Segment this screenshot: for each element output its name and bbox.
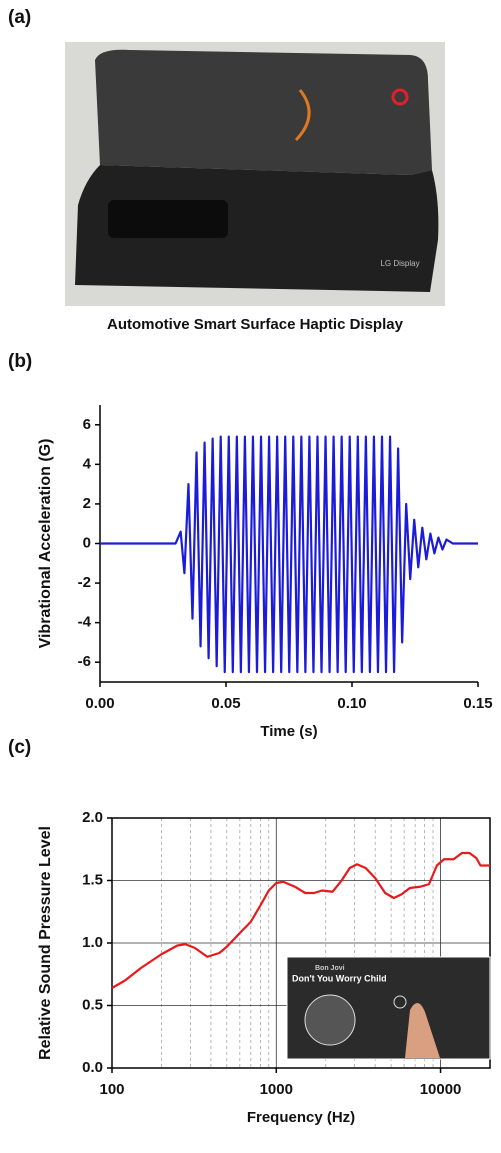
y-tick-label: -6 <box>78 653 91 670</box>
data-line <box>100 435 478 674</box>
y-tick-label: 4 <box>83 455 92 472</box>
data-line <box>111 851 490 989</box>
x-tick-label: 0.10 <box>337 695 366 712</box>
y-tick-label: 1.0 <box>82 934 103 951</box>
plot-frame <box>111 817 491 1069</box>
panel-label: (a) <box>8 7 31 28</box>
x-tick-label: 0.05 <box>211 695 240 712</box>
y-axis-title: Vibrational Acceleration (G) <box>37 439 54 649</box>
y-tick-label: 1.5 <box>82 871 103 888</box>
y-tick-label: -2 <box>78 574 91 591</box>
panel-label: (c) <box>8 737 31 758</box>
disc <box>304 994 356 1046</box>
y-tick-label: 0.5 <box>82 996 103 1013</box>
photo-logo: LG Display <box>380 259 419 268</box>
y-axis-title: Relative Sound Pressure Level <box>37 826 54 1060</box>
y-tick-label: 0 <box>83 534 91 551</box>
panel-label: (b) <box>8 351 32 372</box>
gauge <box>294 89 311 142</box>
x-tick-label: 10000 <box>420 1081 462 1098</box>
y-tick-label: 6 <box>83 416 91 433</box>
inset-song: Don't You Worry Child <box>292 973 387 983</box>
x-tick-label: 1000 <box>260 1081 293 1098</box>
icon <box>391 88 409 106</box>
y-tick-label: -4 <box>78 614 92 631</box>
tray <box>108 200 228 238</box>
icon <box>393 995 407 1009</box>
x-tick-label: 0.00 <box>85 695 114 712</box>
x-axis-title: Frequency (Hz) <box>247 1109 355 1126</box>
x-axis-title: Time (s) <box>260 723 317 740</box>
inset-photo: Bon Jovi Don't You Worry Child <box>286 956 491 1060</box>
y-tick-label: 2.0 <box>82 809 103 826</box>
y-tick-label: 2 <box>83 495 91 512</box>
x-tick-label: 0.15 <box>463 695 492 712</box>
photo-caption: Automotive Smart Surface Haptic Display <box>107 316 404 333</box>
y-tick-label: 0.0 <box>82 1059 103 1076</box>
display-surface <box>95 49 432 175</box>
x-tick-label: 100 <box>99 1081 124 1098</box>
photo: LG Display <box>65 42 445 306</box>
base <box>75 165 439 292</box>
inset-artist: Bon Jovi <box>315 965 345 972</box>
finger <box>405 1002 440 1058</box>
